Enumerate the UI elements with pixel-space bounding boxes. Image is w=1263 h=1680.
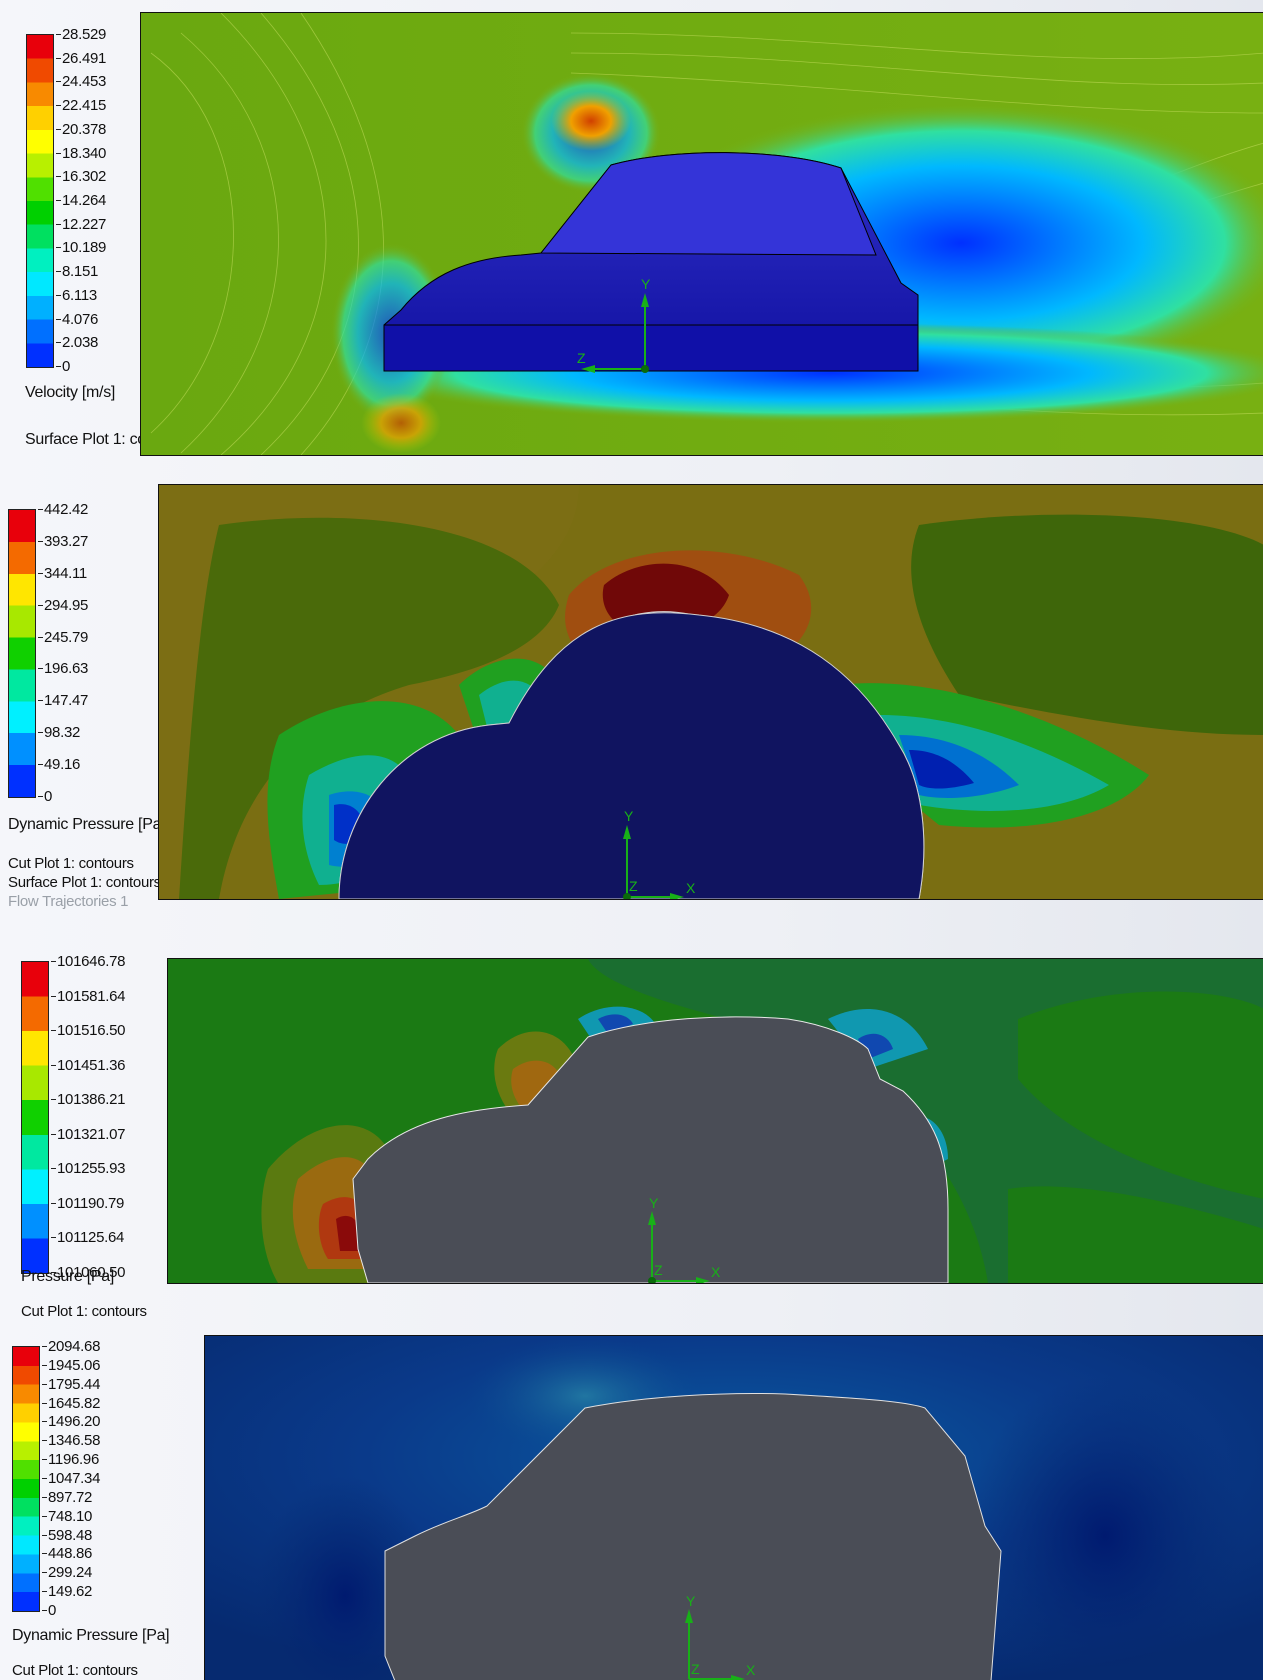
dynamic-pressure-legend-title-1: Dynamic Pressure [Pa] — [8, 816, 166, 833]
legend-tick-label: 245.79 — [37, 628, 89, 646]
legend-tick-label: 101255.93 — [50, 1160, 126, 1178]
legend-tick-label: 16.302 — [55, 168, 107, 186]
axis-label-y: Y — [624, 808, 634, 824]
axis-label-y: Y — [649, 1195, 659, 1211]
legend-tick-label: 2.038 — [55, 334, 99, 352]
legend-tick-label: 294.95 — [37, 596, 89, 614]
legend-tick-label: 14.264 — [55, 192, 107, 209]
dynamic-pressure-panel-2: 2094.68 1945.06 1795.44 1645.82 1496.20 1346.… — [0, 1322, 1263, 1680]
pressure-plot-viewport[interactable]: Y X Z — [167, 958, 1263, 1284]
legend-tick-label: 20.378 — [55, 120, 107, 138]
dynamic-pressure-legend-title-2: Dynamic Pressure [Pa] — [12, 1627, 170, 1644]
axis-label-z: Z — [577, 350, 586, 366]
legend-tick-label: 26.491 — [55, 49, 107, 67]
axis-label-x: X — [686, 880, 696, 896]
pressure-legend: 101646.78 101581.64 101516.50 101451.36 1013… — [0, 938, 168, 1322]
legend-tick-label: 1047.34 — [41, 1470, 101, 1487]
legend-tick-label: 1945.06 — [41, 1356, 101, 1374]
legend-tick-label: 101451.36 — [50, 1056, 126, 1074]
legend-tick-label: 897.72 — [41, 1488, 93, 1506]
pressure-panel: 101646.78 101581.64 101516.50 101451.36 1013… — [0, 938, 1263, 1322]
velocity-field: Y Z — [141, 13, 1263, 455]
legend-tick-label: 344.11 — [38, 564, 87, 582]
velocity-legend-title: Velocity [m/s] — [25, 384, 116, 401]
legend-tick-label: 0 — [55, 358, 71, 375]
legend-tick-label: 0 — [41, 1602, 57, 1619]
velocity-plot-viewport[interactable]: Y Z — [140, 12, 1263, 456]
cut-plot-caption-3: Cut Plot 1: contours — [12, 1662, 138, 1679]
dynamic-pressure-field-1: Y X Z — [159, 485, 1263, 899]
dynamic-pressure-panel-1: 442.42 393.27 344.11 294.95 245.79 196.63 147.… — [0, 460, 1263, 938]
axis-triad: Y X Z — [685, 1593, 756, 1680]
legend-tick-label: 101581.64 — [50, 987, 126, 1005]
legend-tick-label: 101060.50 — [50, 1264, 126, 1281]
legend-tick-label: 101125.64 — [50, 1229, 125, 1247]
legend-tick-label: 1496.20 — [41, 1413, 101, 1431]
legend-tick-label: 12.227 — [55, 215, 107, 233]
cut-plot-caption-1: Cut Plot 1: contours — [8, 855, 134, 872]
legend-tick-label: 442.42 — [37, 501, 89, 518]
legend-tick-label: 1346.58 — [41, 1432, 101, 1450]
legend-tick-label: 101386.21 — [50, 1091, 126, 1109]
legend-tick-label: 748.10 — [41, 1507, 93, 1525]
legend-tick-label: 6.113 — [56, 286, 97, 304]
legend-tick-label: 8.151 — [55, 263, 99, 281]
pressure-field: Y X Z — [168, 959, 1263, 1283]
legend-tick-label: 101516.50 — [50, 1022, 126, 1040]
legend-tick-label: 196.63 — [37, 660, 89, 678]
surface-plot-caption-1: Surface Plot 1: contours — [8, 874, 161, 891]
legend-tick-label: 101646.78 — [50, 953, 126, 970]
dynamic-pressure-color-scale-1 — [8, 509, 36, 798]
legend-tick-label: 24.453 — [55, 73, 107, 91]
axis-triad: Y X Z — [648, 1195, 721, 1283]
legend-tick-label: 598.48 — [41, 1526, 93, 1544]
cut-plot-caption-2: Cut Plot 1: contours — [21, 1303, 147, 1320]
dynamic-pressure-legend-2: 2094.68 1945.06 1795.44 1645.82 1496.20 1346.… — [0, 1322, 205, 1680]
axis-label-y: Y — [641, 276, 651, 292]
legend-tick-label: 101321.07 — [50, 1125, 126, 1143]
dynamic-pressure-legend-1: 442.42 393.27 344.11 294.95 245.79 196.63 147.… — [0, 460, 166, 938]
axis-label-y: Y — [686, 1593, 696, 1609]
legend-tick-label: 149.62 — [41, 1583, 93, 1601]
legend-tick-label: 0 — [37, 788, 53, 805]
pressure-color-scale — [21, 961, 49, 1274]
velocity-panel: 28.529 26.491 24.453 22.415 20.378 18.340 16.3… — [0, 0, 1263, 460]
dynamic-pressure-plot-viewport-2[interactable]: Y X Z — [204, 1335, 1263, 1680]
legend-tick-label: 98.32 — [37, 724, 81, 742]
legend-tick-label: 18.340 — [55, 144, 107, 162]
legend-tick-label: 22.415 — [55, 97, 107, 115]
legend-tick-label: 2094.68 — [41, 1338, 101, 1355]
flow-trajectories-caption: Flow Trajectories 1 — [8, 893, 129, 910]
axis-triad: Y Z — [577, 276, 651, 373]
pressure-legend-title: Pressure [Pa] — [21, 1268, 115, 1285]
legend-tick-label: 147.47 — [37, 692, 89, 710]
axis-label-x: X — [746, 1662, 756, 1678]
legend-tick-label: 1196.96 — [41, 1451, 100, 1469]
velocity-color-scale — [26, 34, 54, 368]
legend-tick-label: 393.27 — [37, 532, 89, 550]
legend-tick-label: 49.16 — [37, 756, 81, 774]
dynamic-pressure-color-scale-2 — [12, 1346, 40, 1612]
legend-tick-label: 28.529 — [55, 26, 107, 43]
axis-triad: Y X Z — [623, 808, 696, 899]
velocity-legend: 28.529 26.491 24.453 22.415 20.378 18.340 16.3… — [0, 0, 189, 460]
legend-tick-label: 10.189 — [55, 239, 107, 257]
axis-label-z: Z — [691, 1661, 700, 1677]
axis-label-z: Z — [629, 878, 638, 894]
dynamic-pressure-plot-viewport-1[interactable]: Y X Z — [158, 484, 1263, 900]
axis-label-z: Z — [654, 1262, 663, 1278]
legend-tick-label: 101190.79 — [50, 1194, 125, 1212]
axis-label-x: X — [711, 1264, 721, 1280]
legend-tick-label: 448.86 — [41, 1545, 93, 1563]
dynamic-pressure-field-2: Y X Z — [205, 1336, 1263, 1680]
legend-tick-label: 299.24 — [41, 1564, 93, 1582]
legend-tick-label: 1795.44 — [41, 1375, 101, 1393]
legend-tick-label: 1645.82 — [41, 1394, 101, 1412]
legend-tick-label: 4.076 — [55, 310, 99, 328]
